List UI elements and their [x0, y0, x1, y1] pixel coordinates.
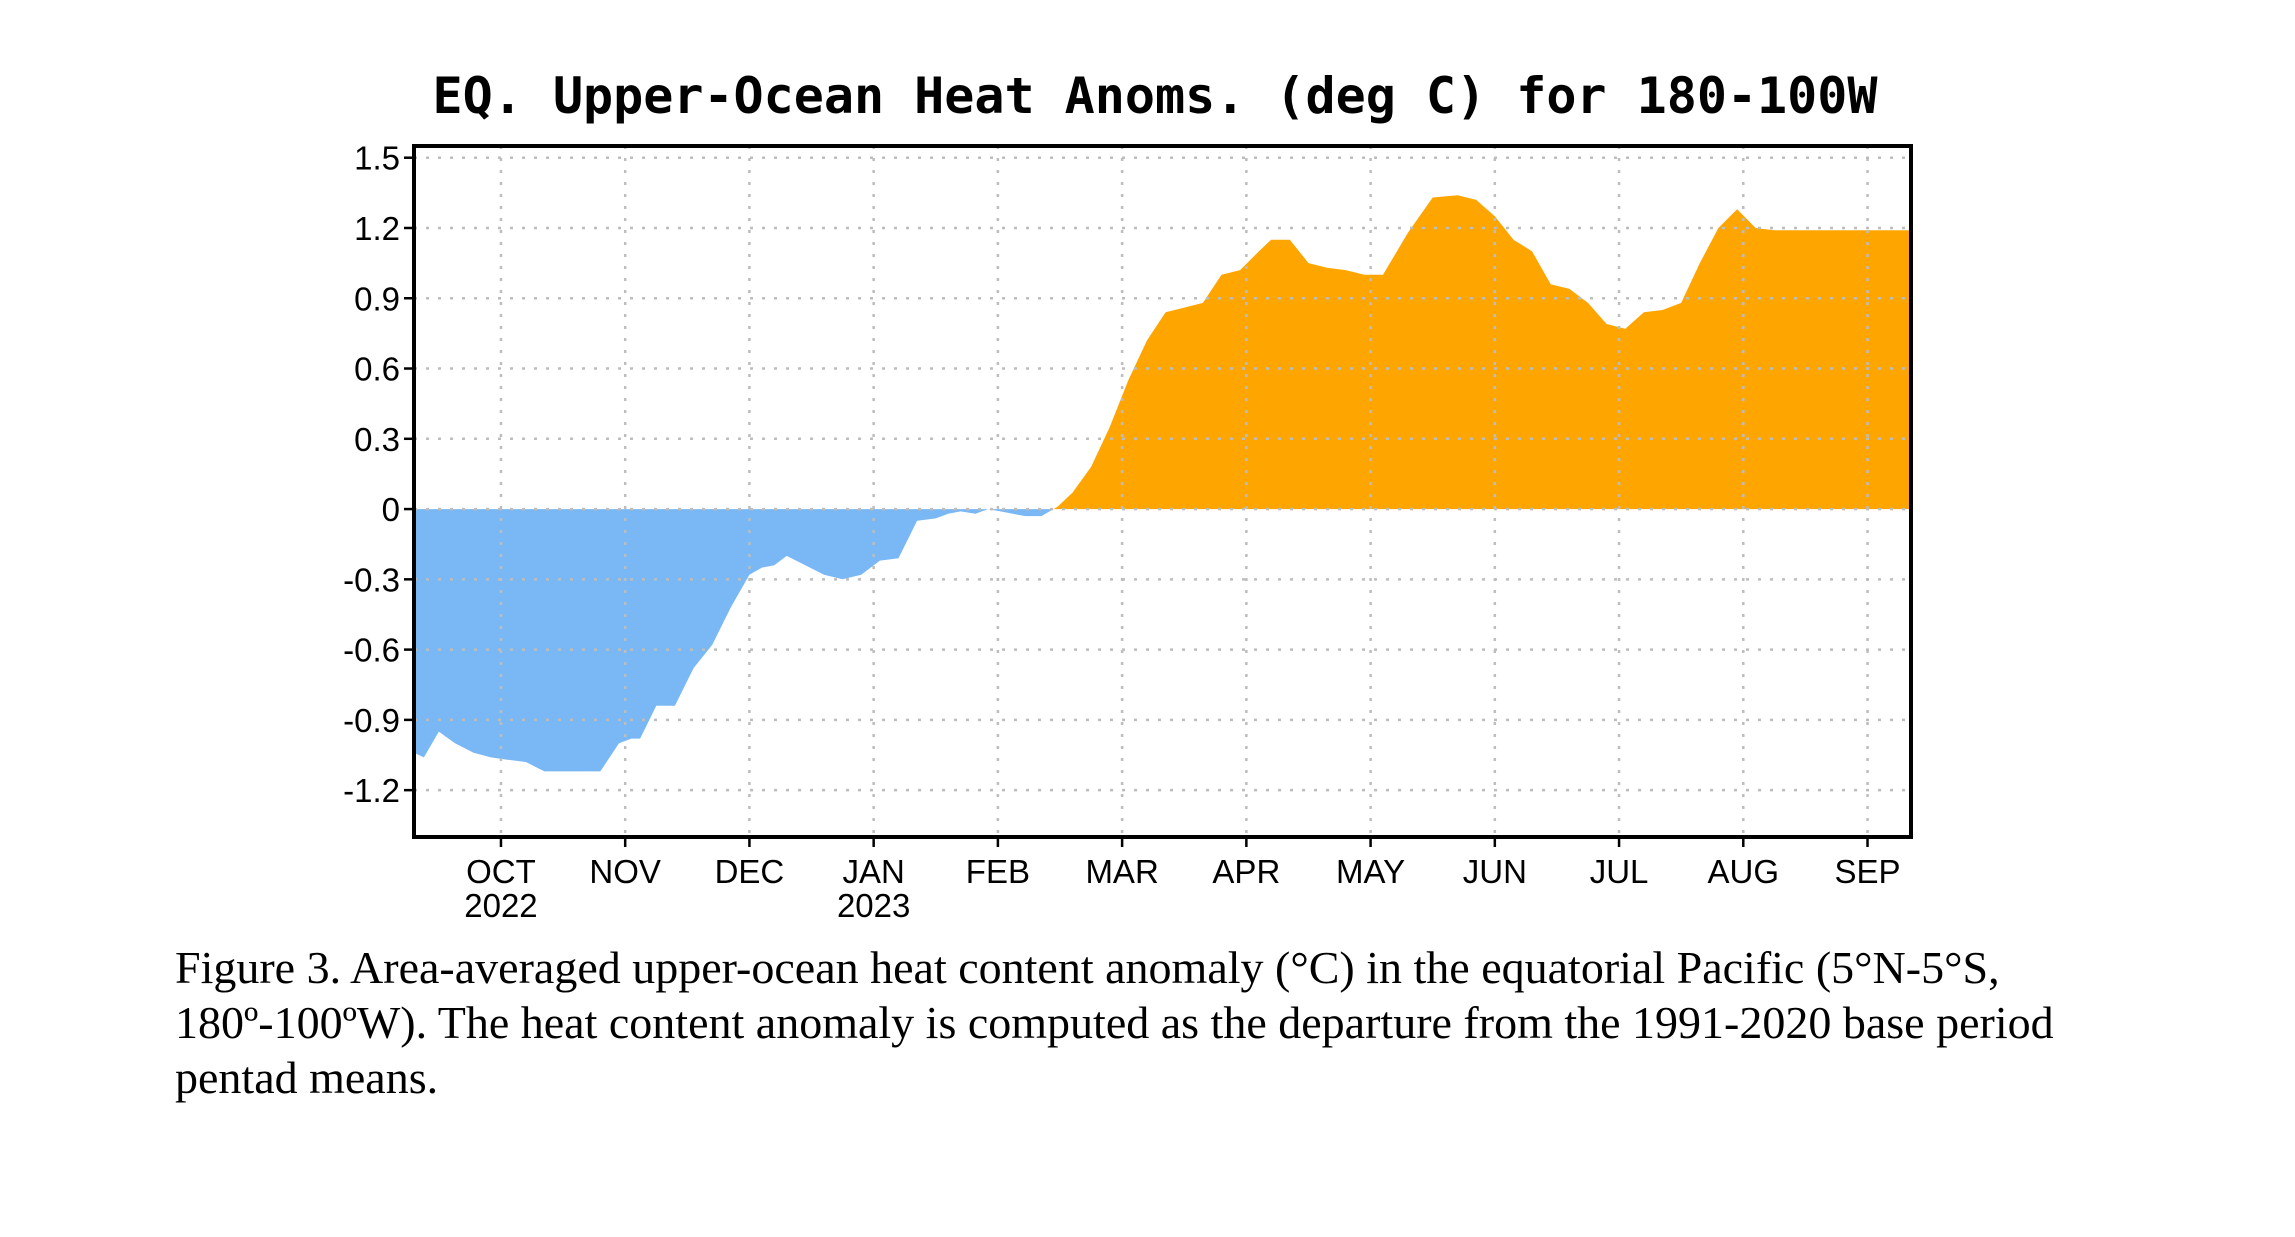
y-tick-label: 0.9 [354, 280, 400, 317]
y-tick-label: -0.9 [343, 702, 400, 739]
x-tick-label: APR [1212, 853, 1280, 890]
chart-title: EQ. Upper-Ocean Heat Anoms. (deg C) for … [433, 67, 1879, 125]
x-tick-label: OCT [466, 853, 536, 890]
y-tick-label: 1.5 [354, 140, 400, 177]
x-tick-label: FEB [966, 853, 1030, 890]
x-tick-label: MAR [1085, 853, 1158, 890]
plot-frame [412, 144, 1913, 839]
negative-anomaly-area [414, 509, 1911, 772]
y-tick-label: 1.2 [354, 210, 400, 247]
x-tick-label: JAN [842, 853, 904, 890]
x-tick-year-label: 2023 [837, 887, 910, 924]
x-tick-label: SEP [1834, 853, 1900, 890]
x-tick-label: JUL [1590, 853, 1649, 890]
x-tick-year-label: 2022 [464, 887, 537, 924]
figure-caption: Figure 3. Area-averaged upper-ocean heat… [175, 942, 2054, 1103]
x-tick-label: JUN [1463, 853, 1527, 890]
x-tick-label: MAY [1336, 853, 1405, 890]
y-tick-label: 0.6 [354, 351, 400, 388]
y-axis-ticks: 1.5 1.2 0.9 0.6 0.3 0 -0.3 -0.6 -0.9 -1.2 [343, 140, 414, 809]
x-tick-label: NOV [589, 853, 661, 890]
x-tick-label: DEC [715, 853, 785, 890]
x-tick-label: AUG [1708, 853, 1780, 890]
y-tick-label: 0.3 [354, 421, 400, 458]
y-tick-label: -0.3 [343, 561, 400, 598]
y-tick-label: -1.2 [343, 772, 400, 809]
anomaly-areas [414, 195, 1911, 772]
y-tick-label: 0 [382, 491, 400, 528]
positive-anomaly-area [414, 195, 1911, 510]
y-tick-label: -0.6 [343, 632, 400, 669]
